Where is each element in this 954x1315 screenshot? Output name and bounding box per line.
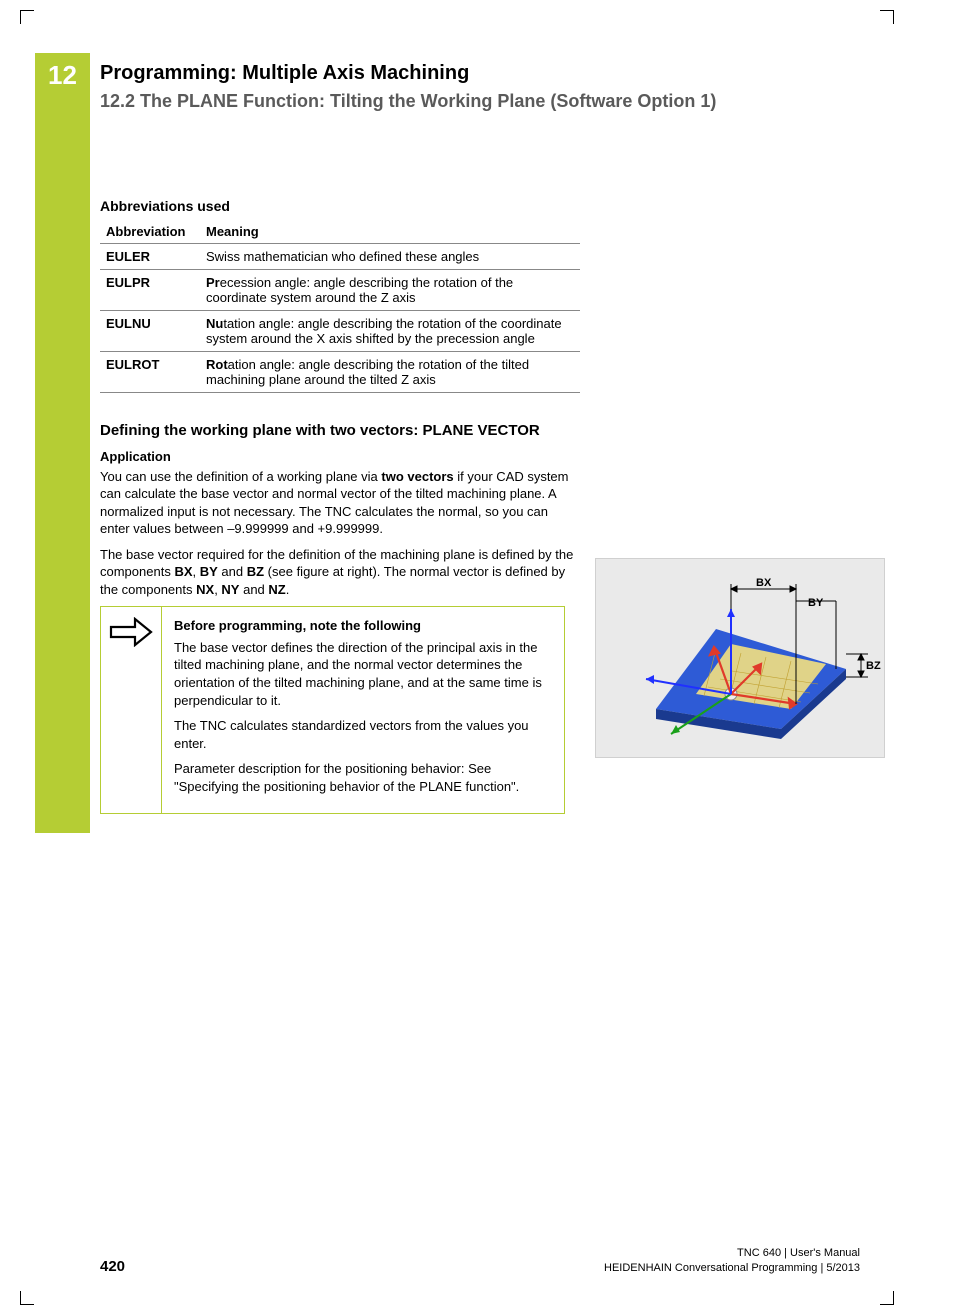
text-bold: BX xyxy=(174,564,192,579)
text-bold: NZ xyxy=(268,582,285,597)
text-bold: BY xyxy=(200,564,218,579)
table-row: EULNUNutation angle: angle describing th… xyxy=(100,311,580,352)
footer-line2: HEIDENHAIN Conversational Programming | … xyxy=(604,1261,860,1275)
footer-meta: TNC 640 | User's Manual HEIDENHAIN Conve… xyxy=(604,1246,860,1275)
paragraph-1: You can use the definition of a working … xyxy=(100,468,580,538)
section-heading: Defining the working plane with two vect… xyxy=(100,421,580,441)
note-title: Before programming, note the following xyxy=(174,617,552,635)
col-meaning: Meaning xyxy=(200,220,580,244)
abbr-title: Abbreviations used xyxy=(100,198,580,214)
vector-figure: BX BY BZ xyxy=(595,558,885,758)
text-bold: NX xyxy=(196,582,214,597)
label-by: BY xyxy=(808,597,824,609)
note-p3: Parameter description for the positionin… xyxy=(174,760,552,795)
paragraph-2: The base vector required for the definit… xyxy=(100,546,580,599)
text-bold: two vectors xyxy=(381,469,453,484)
abbr-cell: EULROT xyxy=(100,352,200,393)
label-bx: BX xyxy=(756,577,772,589)
label-bz: BZ xyxy=(866,660,881,672)
page-subtitle: 12.2 The PLANE Function: Tilting the Wor… xyxy=(100,91,860,112)
section-subheading: Application xyxy=(100,449,580,464)
abbr-table: Abbreviation Meaning EULERSwiss mathemat… xyxy=(100,220,580,393)
text: You can use the definition of a working … xyxy=(100,469,381,484)
text-bold: BZ xyxy=(247,564,264,579)
abbr-cell: EULER xyxy=(100,244,200,270)
text-bold: NY xyxy=(221,582,239,597)
table-row: EULERSwiss mathematician who defined the… xyxy=(100,244,580,270)
meaning-cell: Nutation angle: angle describing the rot… xyxy=(200,311,580,352)
text: . xyxy=(286,582,290,597)
footer-line1: TNC 640 | User's Manual xyxy=(604,1246,860,1260)
note-p2: The TNC calculates standardized vectors … xyxy=(174,717,552,752)
note-body: Before programming, note the following T… xyxy=(162,607,564,813)
meaning-cell: Precession angle: angle describing the r… xyxy=(200,270,580,311)
abbr-cell: EULPR xyxy=(100,270,200,311)
crop-mark xyxy=(880,10,894,24)
crop-mark xyxy=(880,1291,894,1305)
page-header: Programming: Multiple Axis Machining 12.… xyxy=(100,62,860,112)
col-abbr: Abbreviation xyxy=(100,220,200,244)
table-row: EULPRPrecession angle: angle describing … xyxy=(100,270,580,311)
arrow-right-icon xyxy=(101,607,162,813)
table-row: EULROTRotation angle: angle describing t… xyxy=(100,352,580,393)
note-box: Before programming, note the following T… xyxy=(100,606,565,814)
chapter-number: 12 xyxy=(48,60,77,91)
page-title: Programming: Multiple Axis Machining xyxy=(100,62,860,85)
meaning-cell: Rotation angle: angle describing the rot… xyxy=(200,352,580,393)
note-p1: The base vector defines the direction of… xyxy=(174,639,552,709)
chapter-tab xyxy=(35,53,90,833)
page-footer: 420 TNC 640 | User's Manual HEIDENHAIN C… xyxy=(100,1246,860,1275)
crop-mark xyxy=(20,1291,34,1305)
crop-mark xyxy=(20,10,34,24)
abbr-cell: EULNU xyxy=(100,311,200,352)
meaning-cell: Swiss mathematician who defined these an… xyxy=(200,244,580,270)
main-content: Abbreviations used Abbreviation Meaning … xyxy=(100,198,580,814)
page-number: 420 xyxy=(100,1258,125,1275)
